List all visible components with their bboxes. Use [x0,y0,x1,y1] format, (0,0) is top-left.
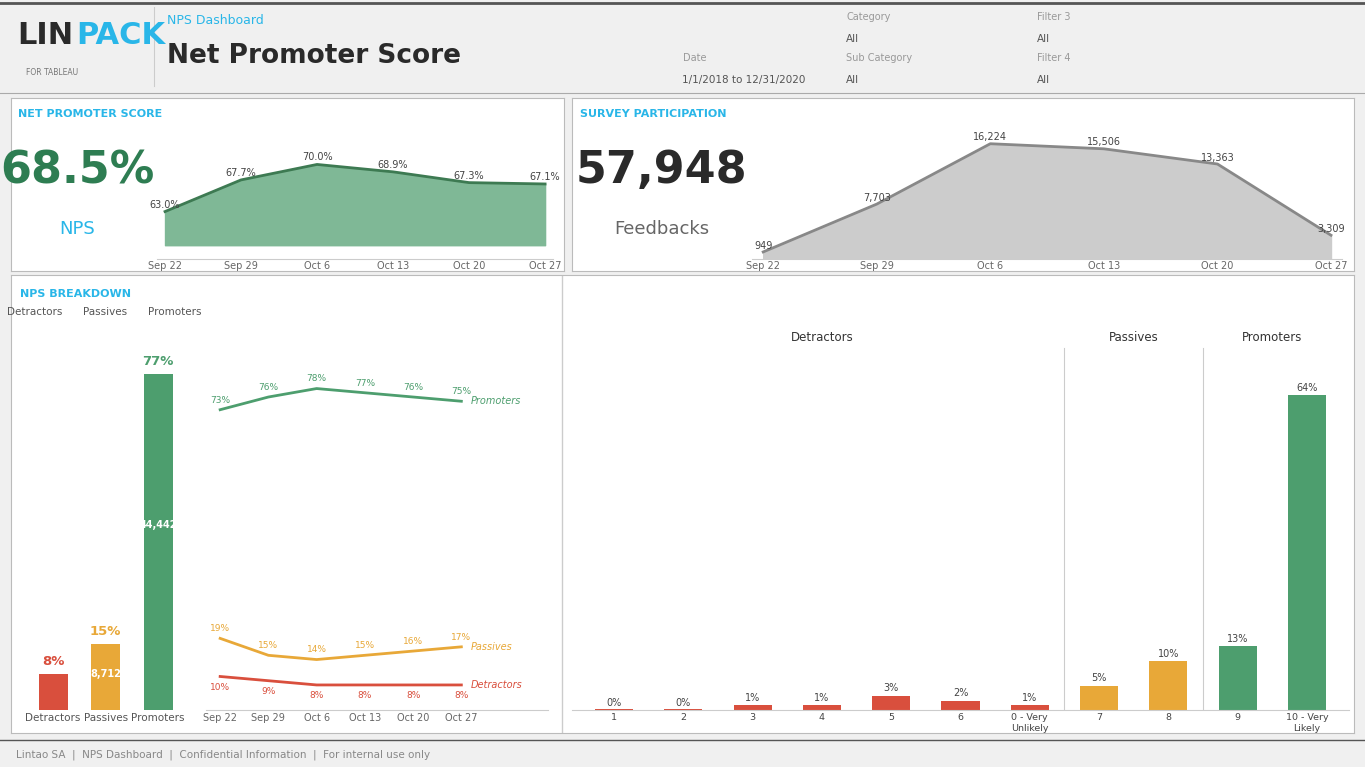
Text: 3,309: 3,309 [1317,224,1345,234]
Text: 8%: 8% [455,691,468,700]
Text: 15%: 15% [90,625,121,638]
Bar [1219,647,1257,710]
Text: 17%: 17% [452,633,471,642]
Bar [872,696,910,710]
Text: 67.1%: 67.1% [530,172,561,182]
Text: 67.3%: 67.3% [453,170,485,180]
Text: 16%: 16% [403,637,423,646]
Text: 73%: 73% [210,396,231,405]
Bar [1289,395,1325,710]
Text: 1/1/2018 to 12/31/2020: 1/1/2018 to 12/31/2020 [682,75,805,85]
Text: 14%: 14% [307,646,326,654]
Bar [665,709,703,710]
Text: 68.5%: 68.5% [0,149,154,193]
Text: 63.0%: 63.0% [150,199,180,209]
Bar [91,644,120,710]
Text: 8%: 8% [310,691,324,700]
Text: 10%: 10% [210,683,231,692]
Bar [1080,686,1118,710]
Text: Promoters: Promoters [471,397,521,407]
Bar [38,674,68,710]
Text: 1%: 1% [1022,693,1037,703]
Text: 76%: 76% [403,383,423,392]
Text: Filter 3: Filter 3 [1037,12,1072,21]
Text: Detractors: Detractors [7,308,63,318]
Text: NET PROMOTER SCORE: NET PROMOTER SCORE [18,109,162,119]
Bar [595,709,633,710]
Text: 13,363: 13,363 [1201,153,1234,163]
Text: Filter 4: Filter 4 [1037,53,1072,63]
Text: FOR TABLEAU: FOR TABLEAU [26,68,78,77]
Text: 75%: 75% [452,387,471,397]
Text: 15%: 15% [355,641,375,650]
Text: NPS BREAKDOWN: NPS BREAKDOWN [20,289,131,299]
Text: 7,703: 7,703 [863,193,891,202]
Text: 9%: 9% [261,687,276,696]
Text: 2%: 2% [953,688,968,698]
Text: 57,948: 57,948 [576,149,748,193]
Text: 67.7%: 67.7% [225,168,257,178]
Bar [803,706,841,710]
Text: LIN: LIN [18,21,74,50]
Text: NPS Dashboard: NPS Dashboard [167,14,263,27]
Text: Passives: Passives [83,308,127,318]
Bar [143,374,172,710]
Text: All: All [846,35,860,44]
Text: 10%: 10% [1158,649,1179,659]
Text: Lintao SA  |  NPS Dashboard  |  Confidential Information  |  For internal use on: Lintao SA | NPS Dashboard | Confidential… [16,749,430,760]
Text: PACK: PACK [76,21,165,50]
Text: 3%: 3% [883,683,898,693]
Text: 949: 949 [753,241,773,251]
Text: Passives: Passives [1108,331,1159,344]
Text: 15,506: 15,506 [1087,137,1121,147]
Text: 76%: 76% [258,383,278,392]
Bar [1010,706,1048,710]
Text: 15%: 15% [258,641,278,650]
Text: 13%: 13% [1227,634,1249,644]
Text: 0%: 0% [606,698,621,708]
Text: 8,712: 8,712 [90,669,121,679]
Text: All: All [1037,75,1051,85]
Text: 68.9%: 68.9% [378,160,408,170]
Text: Passives: Passives [471,642,513,652]
Text: Feedbacks: Feedbacks [614,220,710,239]
Bar [942,700,980,710]
Text: 8%: 8% [358,691,373,700]
Bar [1149,661,1188,710]
Text: 8%: 8% [42,655,64,668]
Text: 44,442: 44,442 [139,520,177,530]
Text: 1%: 1% [745,693,760,703]
Text: SURVEY PARTICIPATION: SURVEY PARTICIPATION [580,109,726,119]
Text: Promoters: Promoters [1242,331,1302,344]
Text: 16,224: 16,224 [973,133,1007,143]
Text: 70.0%: 70.0% [302,153,332,163]
Text: 0%: 0% [676,698,691,708]
Text: 77%: 77% [355,379,375,387]
Text: All: All [1037,35,1051,44]
Text: 77%: 77% [142,355,173,367]
Text: 8%: 8% [405,691,420,700]
Bar [733,706,771,710]
Text: Detractors: Detractors [471,680,523,690]
Text: Sub Category: Sub Category [846,53,912,63]
Text: 19%: 19% [210,624,231,634]
Text: 78%: 78% [307,374,326,384]
Text: NPS: NPS [60,220,96,239]
Text: Promoters: Promoters [149,308,202,318]
Text: 1%: 1% [815,693,830,703]
Text: 64%: 64% [1297,383,1317,393]
Text: 5%: 5% [1092,673,1107,683]
Text: Date: Date [682,53,706,63]
Text: Detractors: Detractors [790,331,853,344]
Text: All: All [846,75,860,85]
Text: Net Promoter Score: Net Promoter Score [167,43,460,69]
Text: Category: Category [846,12,891,21]
